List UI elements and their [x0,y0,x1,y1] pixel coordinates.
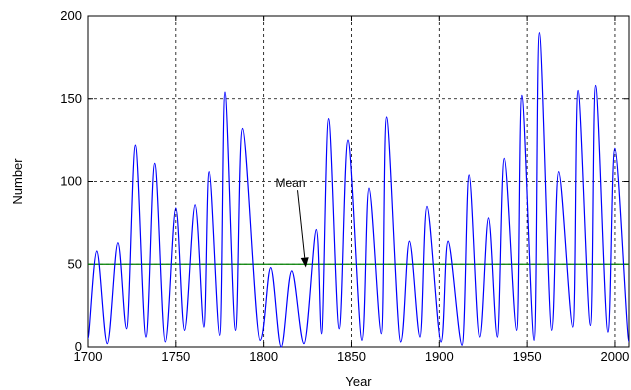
mean-annotation-label: Mean [276,176,306,190]
y-tick-label: 100 [60,174,82,189]
y-tick-label: 150 [60,91,82,106]
x-tick-label: 1950 [513,349,542,364]
mean-arrow-head [300,257,309,268]
x-tick-label: 1750 [161,349,190,364]
y-tick-labels: 0 50 100 150 200 [60,8,82,354]
x-tick-labels: 1700 1750 1800 1850 1900 1950 2000 [74,349,630,364]
axis-ticks [87,15,629,348]
y-tick-label: 200 [60,8,82,23]
sunspot-number-line [87,31,630,348]
x-tick-label: 1900 [425,349,454,364]
x-tick-label: 1800 [249,349,278,364]
x-tick-label: 1700 [74,349,103,364]
x-axis-label: Year [345,374,372,389]
x-tick-label: 2000 [600,349,629,364]
mean-annotation: Mean [276,176,309,268]
y-tick-label: 50 [68,256,82,271]
mean-arrow-line [297,190,306,258]
y-tick-label: 0 [75,339,82,354]
x-tick-label: 1850 [337,349,366,364]
y-axis-label: Number [10,158,25,205]
